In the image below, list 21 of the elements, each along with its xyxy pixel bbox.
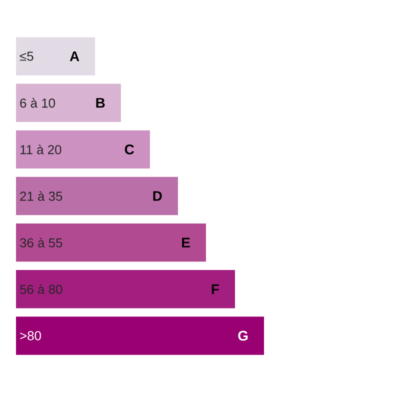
bar — [16, 84, 121, 122]
annotation: G — [238, 330, 248, 341]
annotation: A — [70, 51, 80, 62]
y-tick-label: 6 à 10 — [20, 98, 56, 108]
bar — [16, 176, 178, 216]
y-tick-label: 11 à 20 — [20, 144, 62, 154]
annotation: E — [182, 238, 190, 248]
bar — [16, 223, 206, 262]
bar — [16, 130, 150, 169]
bar — [16, 37, 96, 76]
y-tick-label: 21 à 35 — [20, 191, 62, 201]
annotation: F — [212, 284, 219, 294]
annotation: B — [96, 98, 105, 108]
annotation: D — [153, 191, 162, 201]
y-tick-label: 56 à 80 — [20, 284, 62, 294]
y-tick-label: ≤5 — [20, 52, 34, 61]
y-tick-label: >80 — [20, 331, 41, 340]
y-tick-label: 36 à 55 — [20, 238, 62, 248]
bar — [16, 270, 235, 308]
annotation: C — [124, 144, 134, 154]
bar — [16, 316, 264, 355]
